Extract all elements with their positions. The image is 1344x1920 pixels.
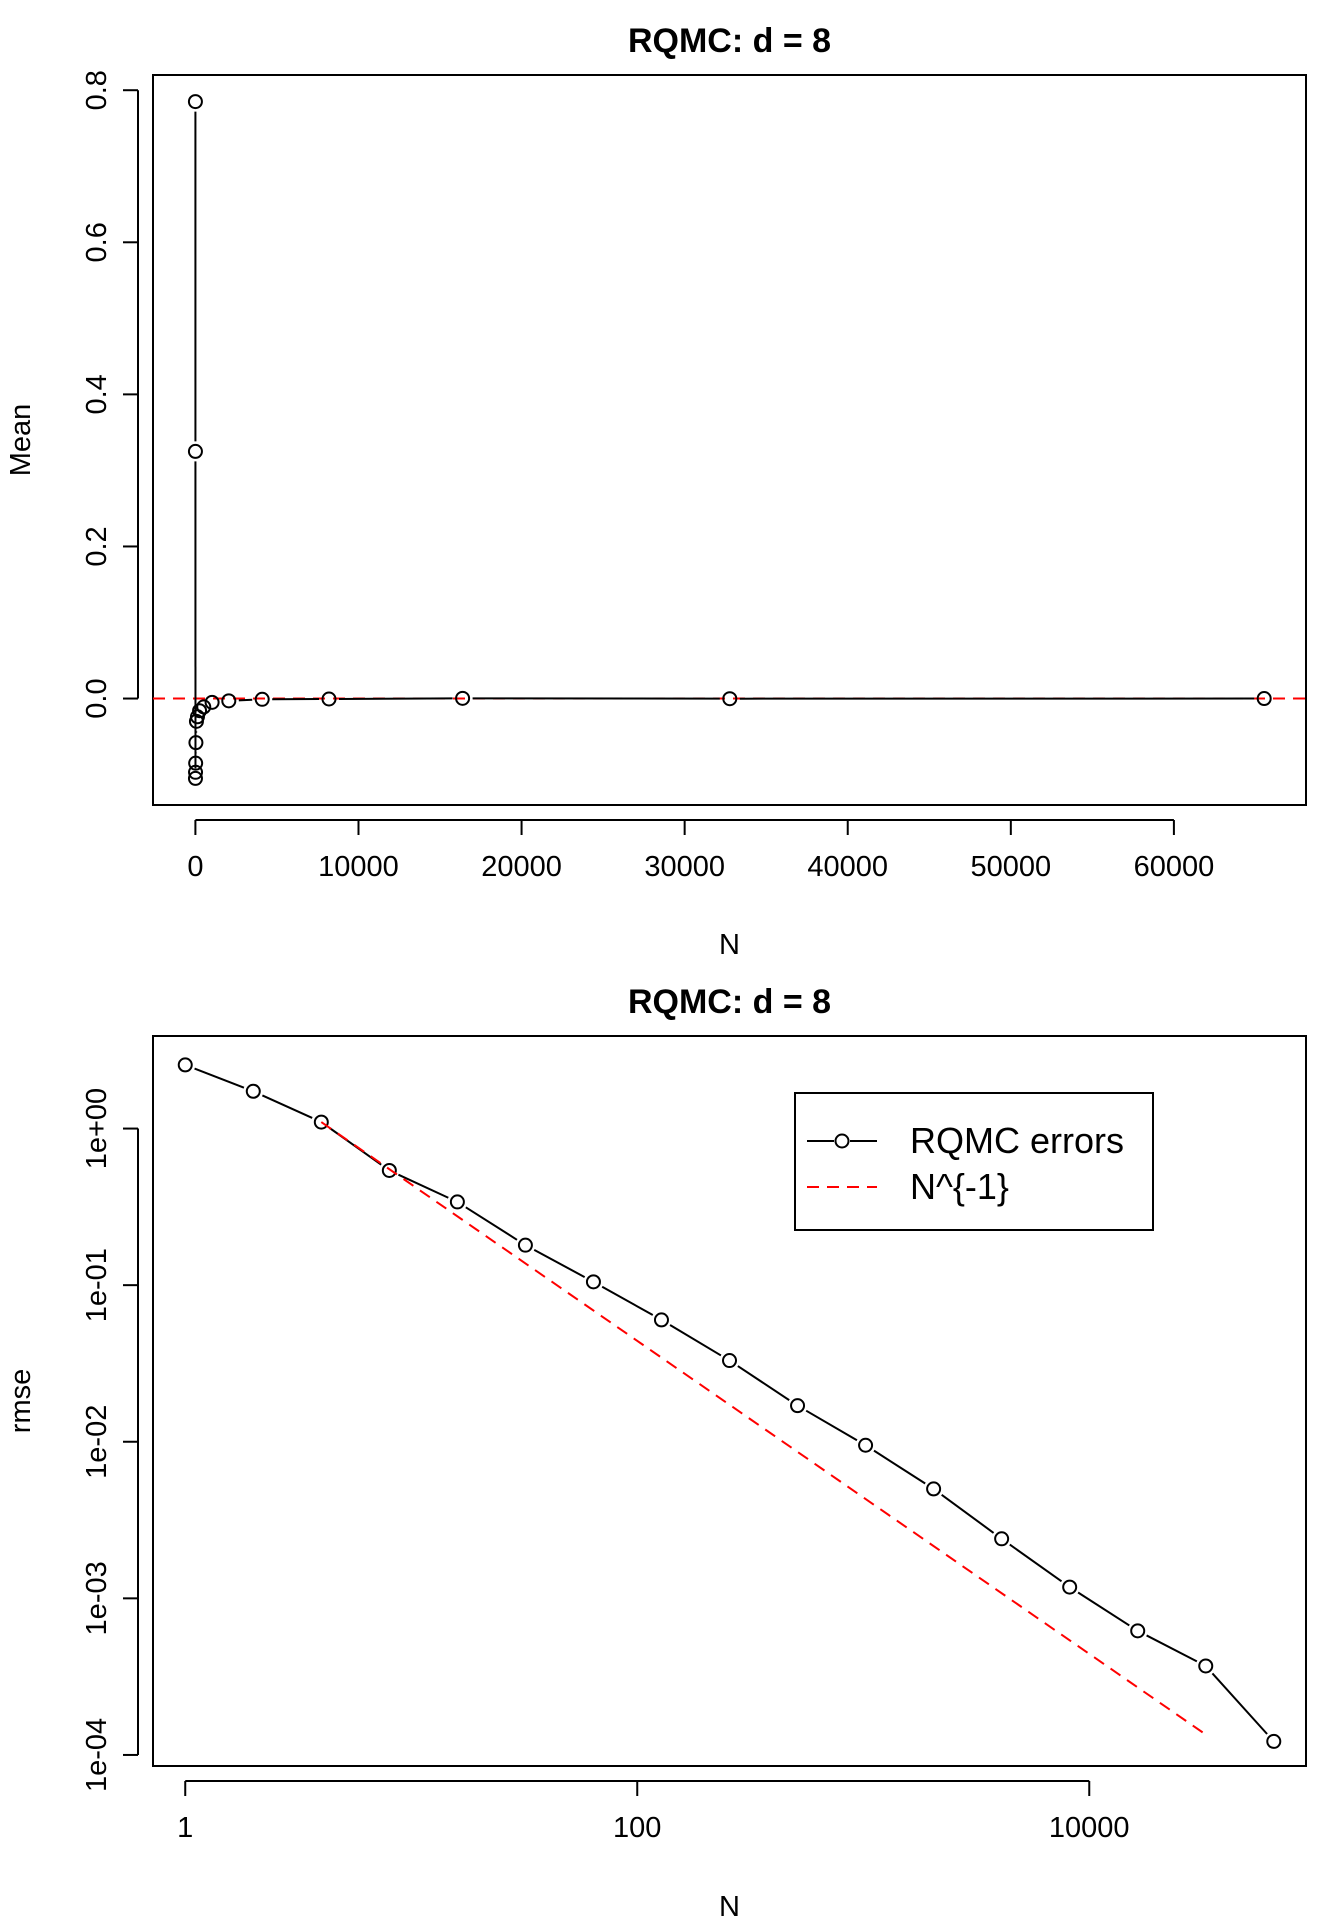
series-segment [465,1206,518,1241]
x-tick-label: 50000 [970,851,1051,883]
data-point [1256,691,1272,707]
x-tick-label: 1 [177,1812,193,1844]
x-tick-label: 20000 [481,851,562,883]
y-tick-label: 1e-04 [81,1718,113,1792]
x-axis-label: N [719,1891,740,1920]
data-point [188,764,204,780]
legend-box [794,1092,1154,1231]
y-tick-label: 1e-03 [81,1561,113,1635]
plot-frame [152,1035,1307,1767]
data-point [1266,1733,1282,1749]
y-tick-label: 0.2 [81,526,113,566]
legend-swatch-point [834,1133,850,1149]
series-segment [1009,1543,1063,1583]
x-tick-label: 0 [187,851,203,883]
data-point [321,691,337,707]
x-tick-label: 30000 [644,851,725,883]
series-segment [941,1494,995,1534]
data-point [994,1531,1010,1547]
data-point [187,94,203,110]
series-segment [873,1449,926,1485]
x-tick-label: 100 [613,1812,661,1844]
data-point [177,1057,193,1073]
series-segment [805,1409,858,1442]
series-segment [737,1365,790,1401]
y-tick-label: 0.4 [81,374,113,414]
data-point [245,1083,261,1099]
data-point [858,1437,874,1453]
data-point [585,1274,601,1290]
plot-frame [152,74,1307,806]
y-tick-label: 0.0 [81,678,113,718]
data-point [204,694,220,710]
data-point [1130,1623,1146,1639]
data-point [196,699,212,715]
y-tick-label: 0.8 [81,70,113,110]
data-point [722,1353,738,1369]
data-point [722,691,738,707]
data-point [455,690,471,706]
data-point [313,1114,329,1130]
y-tick-label: 0.6 [81,222,113,262]
series-segment [1211,1672,1268,1735]
data-point [188,755,204,771]
series-segment [669,1324,722,1357]
data-point [381,1162,397,1178]
chart-title: RQMC: d = 8 [628,983,831,1021]
series-segment [194,1067,245,1089]
rmse-chart-panel: RQMC: d = 8 1 100 10000 N 1e+00 1e-01 1e-02 1e-0… [5,983,1307,1920]
data-point [517,1237,533,1253]
data-point [188,735,204,751]
y-tick-label: 1e-01 [81,1248,113,1322]
series-segment [338,697,453,700]
x-axis-label: N [719,929,740,961]
y-tick-label: 1e-02 [81,1405,113,1479]
series-segment [533,1249,586,1278]
data-point [192,703,208,719]
legend: RQMC errors N^{-1} [794,1092,1154,1231]
data-point [187,443,203,459]
data-point [221,693,237,709]
mean-chart-panel: RQMC: d = 8 0 10000 20000 30000 40000 50000 600… [5,22,1307,961]
series-segment [1077,1591,1130,1627]
x-tick-label: 10000 [1049,1812,1130,1844]
y-axis-label: rmse [5,1369,37,1433]
legend-entry-label: RQMC errors [910,1120,1124,1161]
data-point [187,770,203,786]
series-segment [261,1094,313,1119]
series-segment [238,698,253,702]
plot-area [177,1057,1282,1749]
series-segment [398,1173,449,1199]
data-point [1198,1658,1214,1674]
series-segment [1146,1634,1198,1663]
x-tick-label: 40000 [807,851,888,883]
series-segment [601,1285,654,1316]
legend-entry-label: N^{-1} [910,1166,1009,1207]
data-point [790,1398,806,1414]
data-point [449,1194,465,1210]
plot-area [153,94,1306,786]
data-point [926,1481,942,1497]
x-tick-label: 60000 [1134,851,1215,883]
data-point [254,691,270,707]
y-tick-label: 1e+00 [81,1088,113,1169]
data-point [653,1312,669,1328]
data-point [1062,1579,1078,1595]
x-tick-label: 10000 [318,851,399,883]
chart-title: RQMC: d = 8 [628,22,831,60]
y-axis-label: Mean [5,404,37,477]
